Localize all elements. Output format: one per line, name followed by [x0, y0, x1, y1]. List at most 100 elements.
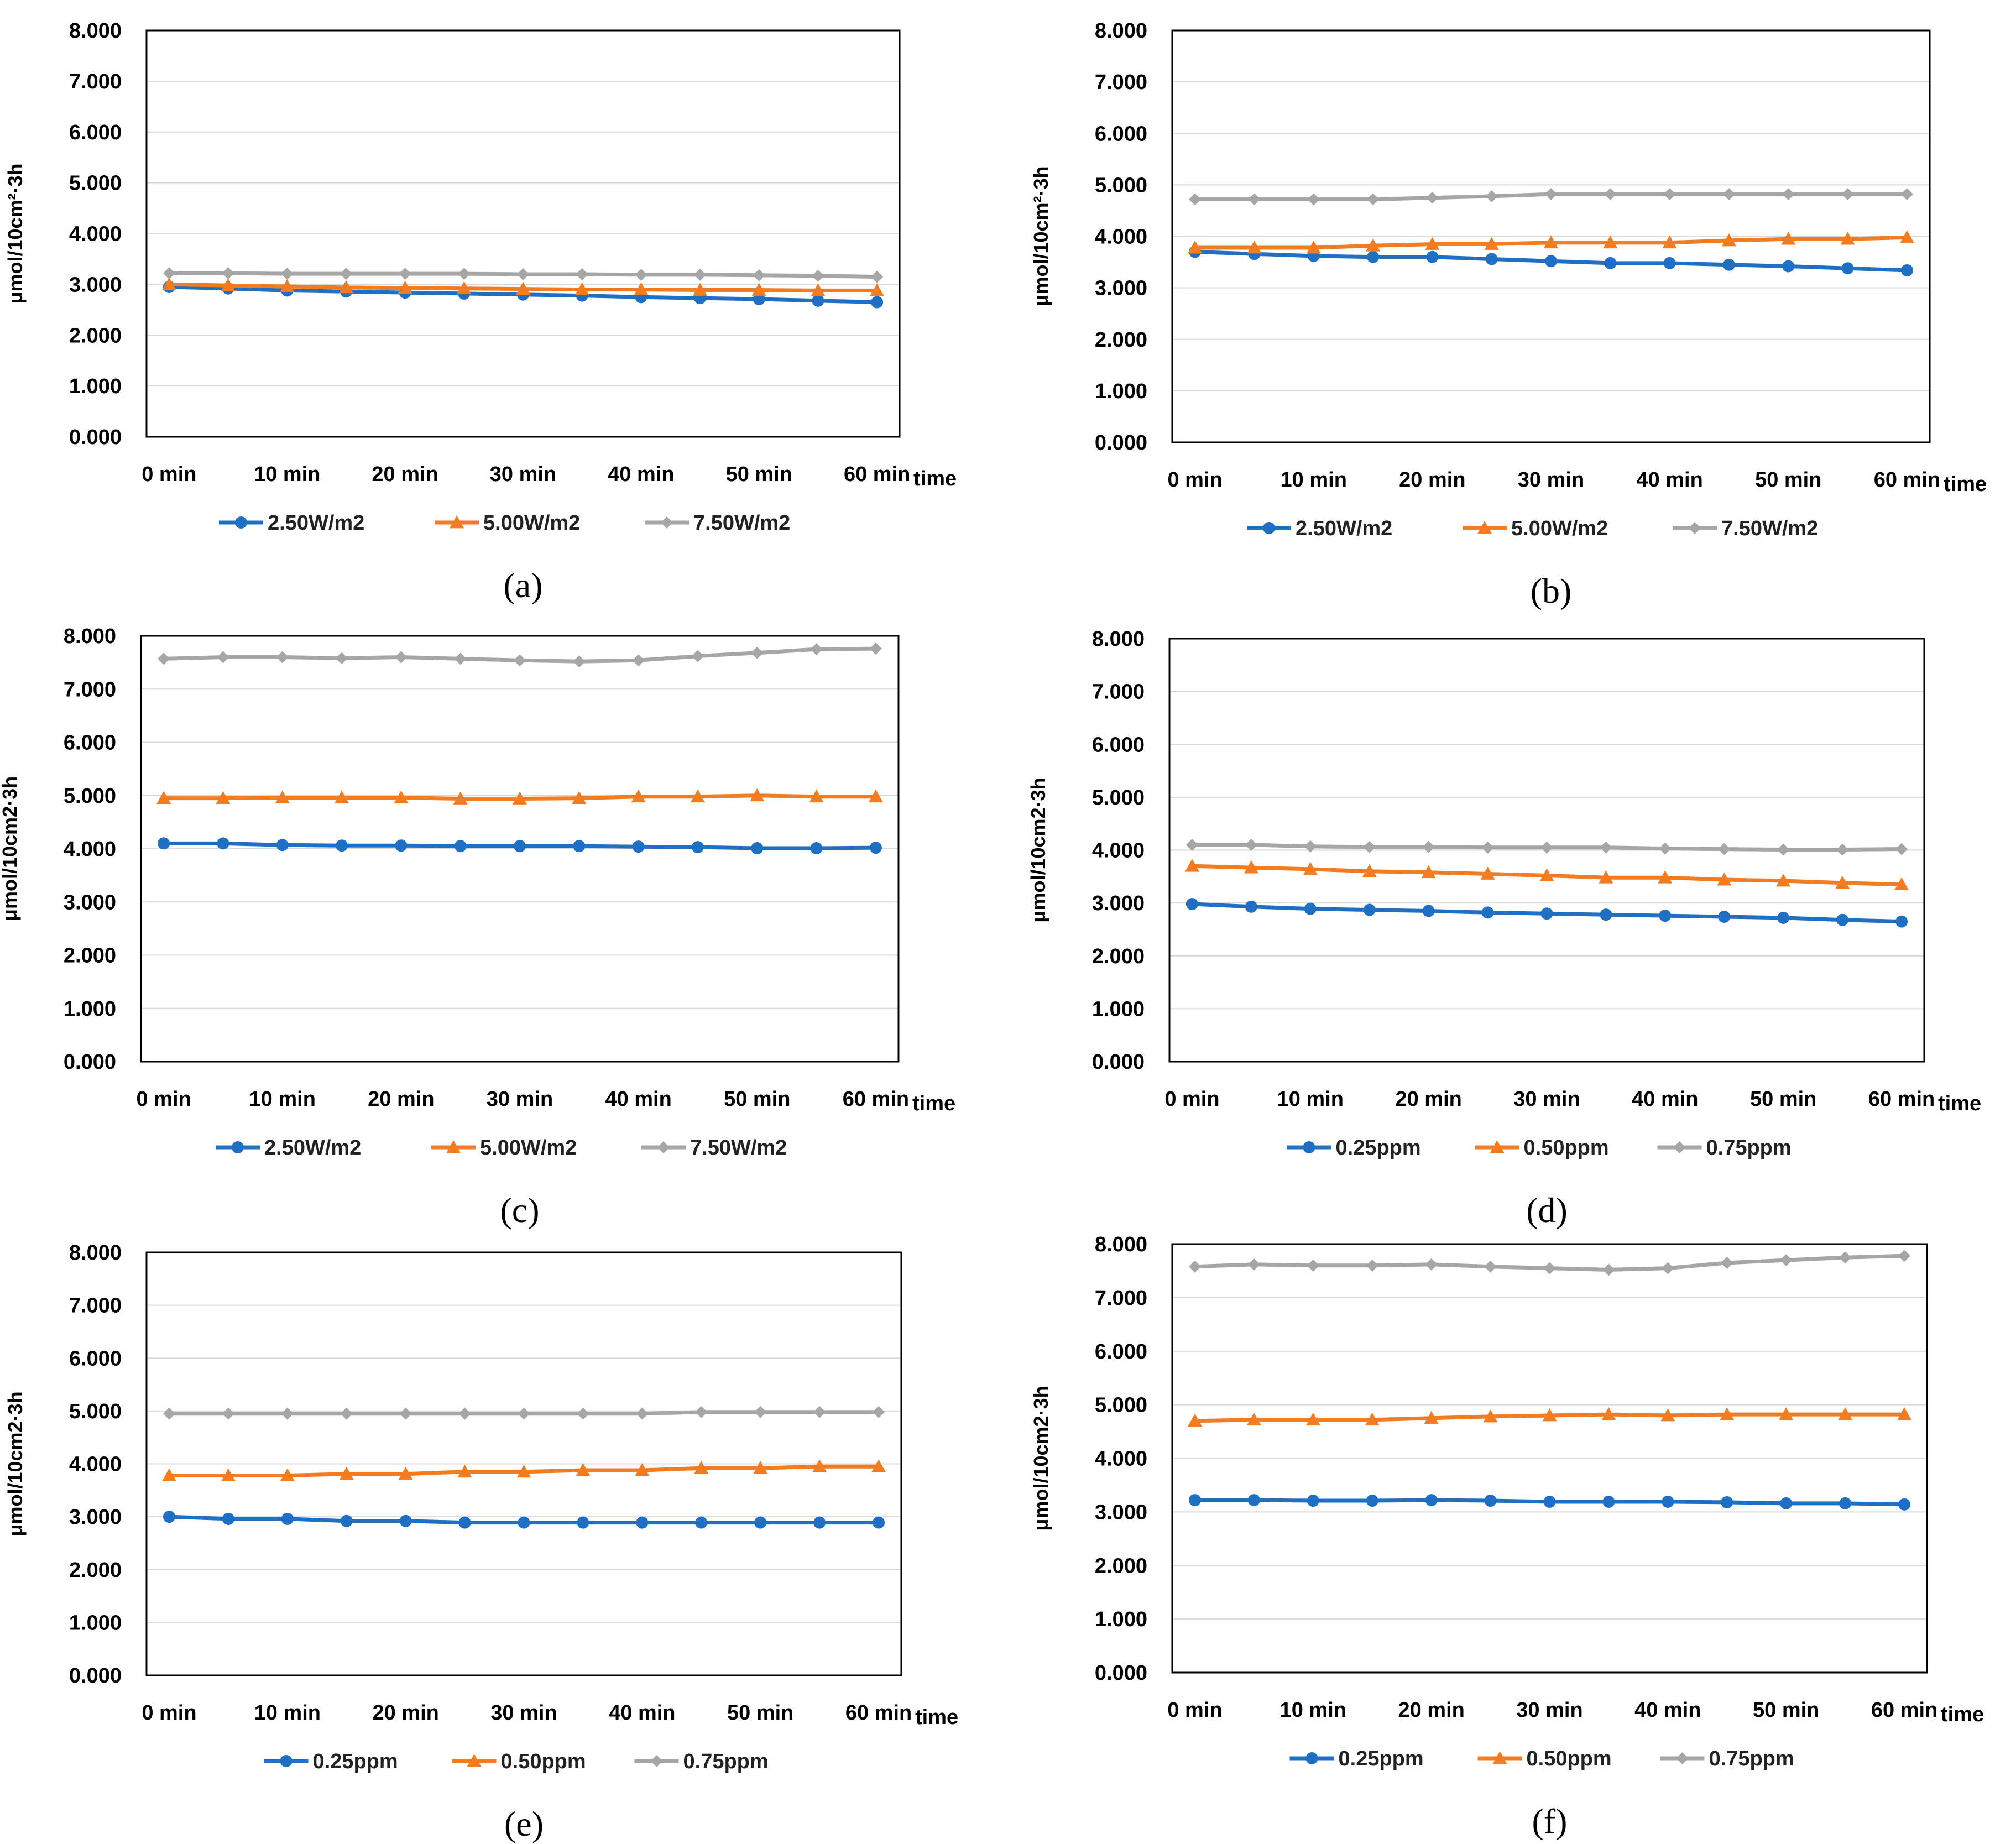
data-point [1717, 873, 1732, 886]
chart-panel-d: 0.000 1.000 2.000 3.000 4.000 5.000 6.000 7.000… [1027, 628, 1981, 1230]
x-tick-label: 10 min [249, 1088, 316, 1111]
data-point [1600, 908, 1612, 921]
data-point [753, 293, 765, 306]
data-point [276, 651, 289, 664]
x-tick-label: 0 min [1167, 468, 1222, 492]
legend-swatch-marker [1676, 1752, 1689, 1764]
legend-label: 0.75ppm [1709, 1747, 1794, 1770]
data-point [1777, 843, 1790, 856]
data-point [454, 652, 467, 665]
data-point [1421, 865, 1436, 879]
y-tick-label: 6.000 [64, 732, 116, 755]
data-point [217, 651, 229, 664]
data-point [457, 281, 472, 295]
y-tick-label: 7.000 [69, 1294, 122, 1318]
series-7.50W/m2 [1189, 188, 1913, 206]
y-tick-label: 8.000 [69, 1241, 122, 1265]
data-point [1484, 237, 1499, 250]
x-tick-label: 40 min [1634, 1699, 1701, 1722]
y-tick-label: 8.000 [1092, 628, 1145, 651]
data-point [1721, 1496, 1733, 1508]
data-point [454, 840, 467, 853]
x-tick-label: 50 min [727, 1701, 793, 1725]
x-tick-label: 40 min [1636, 468, 1702, 492]
data-point [1480, 866, 1495, 880]
data-point [280, 279, 295, 292]
data-point [158, 652, 170, 665]
legend: 2.50W/m2 5.00W/m2 7.50W/m2 [1247, 517, 1818, 540]
plot-frame [1171, 1243, 1928, 1674]
data-point [1545, 188, 1557, 201]
legend-swatch-marker [232, 1141, 244, 1153]
data-point [873, 1406, 885, 1418]
data-point [754, 1406, 767, 1418]
data-point [1900, 188, 1913, 201]
data-point [1602, 1495, 1615, 1508]
data-point [514, 840, 526, 853]
data-point [1662, 235, 1677, 249]
data-point [281, 268, 294, 280]
legend-swatch-marker [446, 1140, 461, 1153]
x-tick-label: 50 min [1753, 1699, 1819, 1722]
x-tick-label: 30 min [487, 1088, 553, 1111]
data-point [453, 791, 468, 805]
data-point [1306, 240, 1321, 254]
series-0.25ppm [1188, 1494, 1911, 1511]
legend-label: 5.00W/m2 [483, 511, 580, 535]
data-point [335, 790, 349, 803]
panel-caption: (e) [504, 1804, 544, 1843]
y-axis-label: μmol/10cm2·3h [1030, 1386, 1052, 1530]
x-tick-label: 50 min [1755, 468, 1821, 492]
data-point [1722, 188, 1735, 201]
legend-label: 5.00W/m2 [480, 1136, 577, 1159]
data-point [1307, 1495, 1319, 1507]
data-point [1484, 1495, 1497, 1507]
legend-swatch-marker [661, 516, 673, 529]
data-point [751, 646, 764, 659]
x-axis-label: time [1944, 473, 1987, 496]
x-tick-label: 20 min [1399, 468, 1465, 492]
data-point [336, 839, 348, 852]
panel-caption: (b) [1531, 571, 1572, 610]
plot-frame [145, 29, 901, 438]
chart-panel-a: 0.000 1.000 2.000 3.000 4.000 5.000 6.000 7.000… [4, 19, 957, 605]
x-axis-label: time [1938, 1092, 1981, 1115]
data-point [754, 1516, 767, 1529]
data-point [572, 791, 587, 804]
data-point [1247, 240, 1262, 254]
data-point [1720, 1407, 1735, 1420]
data-point [694, 1461, 709, 1474]
data-point [1660, 1408, 1675, 1422]
data-point [222, 267, 234, 280]
data-point [1841, 188, 1854, 201]
data-point [1659, 910, 1672, 922]
y-tick-label: 3.000 [1095, 1501, 1147, 1524]
data-point [1425, 1258, 1438, 1271]
legend-swatch-marker [450, 515, 464, 529]
x-tick-label: 0 min [142, 1701, 196, 1725]
data-point [1895, 915, 1908, 928]
data-point [577, 1407, 589, 1420]
legend-swatch-marker [1477, 521, 1492, 534]
y-axis-label: μmol/10cm2·3h [4, 1391, 27, 1536]
y-tick-label: 6.000 [69, 121, 122, 144]
data-point [457, 1464, 472, 1478]
data-point [869, 842, 882, 854]
x-tick-label: 30 min [1513, 1088, 1580, 1111]
data-point [1188, 240, 1203, 254]
data-point [1485, 190, 1498, 202]
legend-label: 7.50W/m2 [690, 1136, 787, 1159]
data-point [1425, 237, 1440, 250]
y-tick-label: 0.000 [1092, 1051, 1145, 1074]
data-point [1422, 840, 1435, 853]
data-point [1248, 193, 1261, 206]
y-tick-label: 7.000 [69, 70, 122, 93]
data-point [690, 789, 705, 803]
data-point [691, 650, 704, 662]
data-point [275, 790, 290, 803]
data-point [576, 1462, 591, 1476]
data-point [163, 1407, 175, 1420]
data-point [1245, 900, 1257, 913]
data-point [222, 1407, 234, 1420]
